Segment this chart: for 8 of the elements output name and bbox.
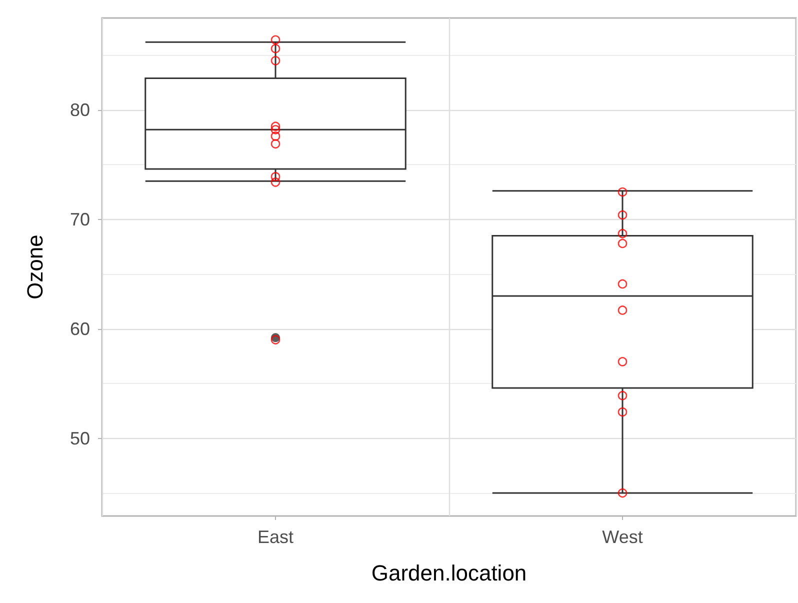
x-tick-label: East [257, 527, 294, 547]
x-tick-label: West [602, 527, 643, 547]
x-axis-title: Garden.location [371, 560, 527, 586]
y-tick-label: 80 [70, 100, 90, 120]
y-tick-label: 50 [70, 428, 90, 448]
y-axis-title: Ozone [22, 234, 48, 300]
y-tick-label: 60 [70, 318, 90, 339]
y-tick-label: 70 [70, 209, 90, 230]
